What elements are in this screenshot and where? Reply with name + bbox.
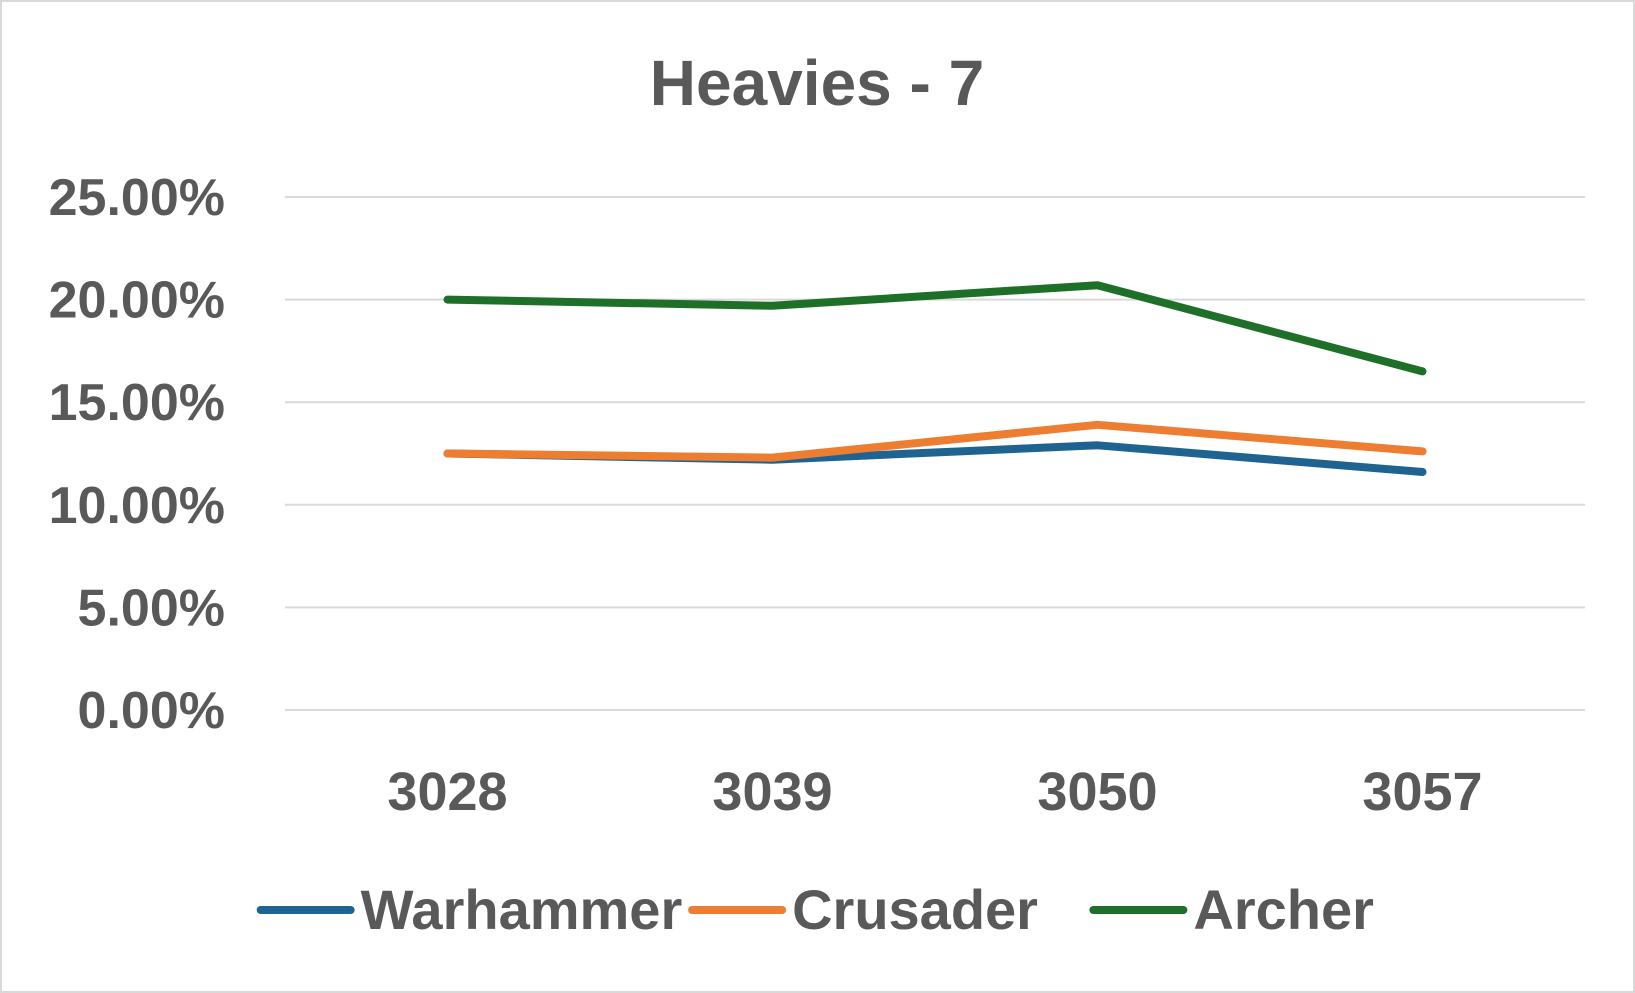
legend-label: Crusader bbox=[792, 878, 1038, 941]
x-tick-label: 3050 bbox=[1037, 762, 1157, 822]
legend-label: Warhammer bbox=[361, 878, 683, 941]
series-line-crusader bbox=[443, 420, 1427, 462]
series-lines bbox=[443, 281, 1427, 476]
y-tick-label: 0.00% bbox=[78, 682, 225, 740]
chart-title: Heavies - 7 bbox=[650, 47, 984, 119]
x-tick-label: 3028 bbox=[387, 762, 507, 822]
x-axis-ticks: 3028 3039 3050 3057 bbox=[387, 762, 1482, 822]
legend: Warhammer Crusader Archer bbox=[256, 878, 1374, 941]
y-axis-ticks: 0.00% 5.00% 10.00% 15.00% 20.00% 25.00% bbox=[49, 169, 225, 740]
y-tick-label: 5.00% bbox=[78, 579, 225, 637]
y-tick-label: 15.00% bbox=[49, 374, 225, 432]
x-tick-label: 3039 bbox=[712, 762, 832, 822]
series-line-archer bbox=[443, 281, 1427, 376]
y-tick-label: 20.00% bbox=[49, 272, 225, 330]
y-tick-label: 25.00% bbox=[49, 169, 225, 227]
y-tick-label: 10.00% bbox=[49, 477, 225, 535]
legend-label: Archer bbox=[1193, 878, 1374, 941]
x-tick-label: 3057 bbox=[1362, 762, 1482, 822]
